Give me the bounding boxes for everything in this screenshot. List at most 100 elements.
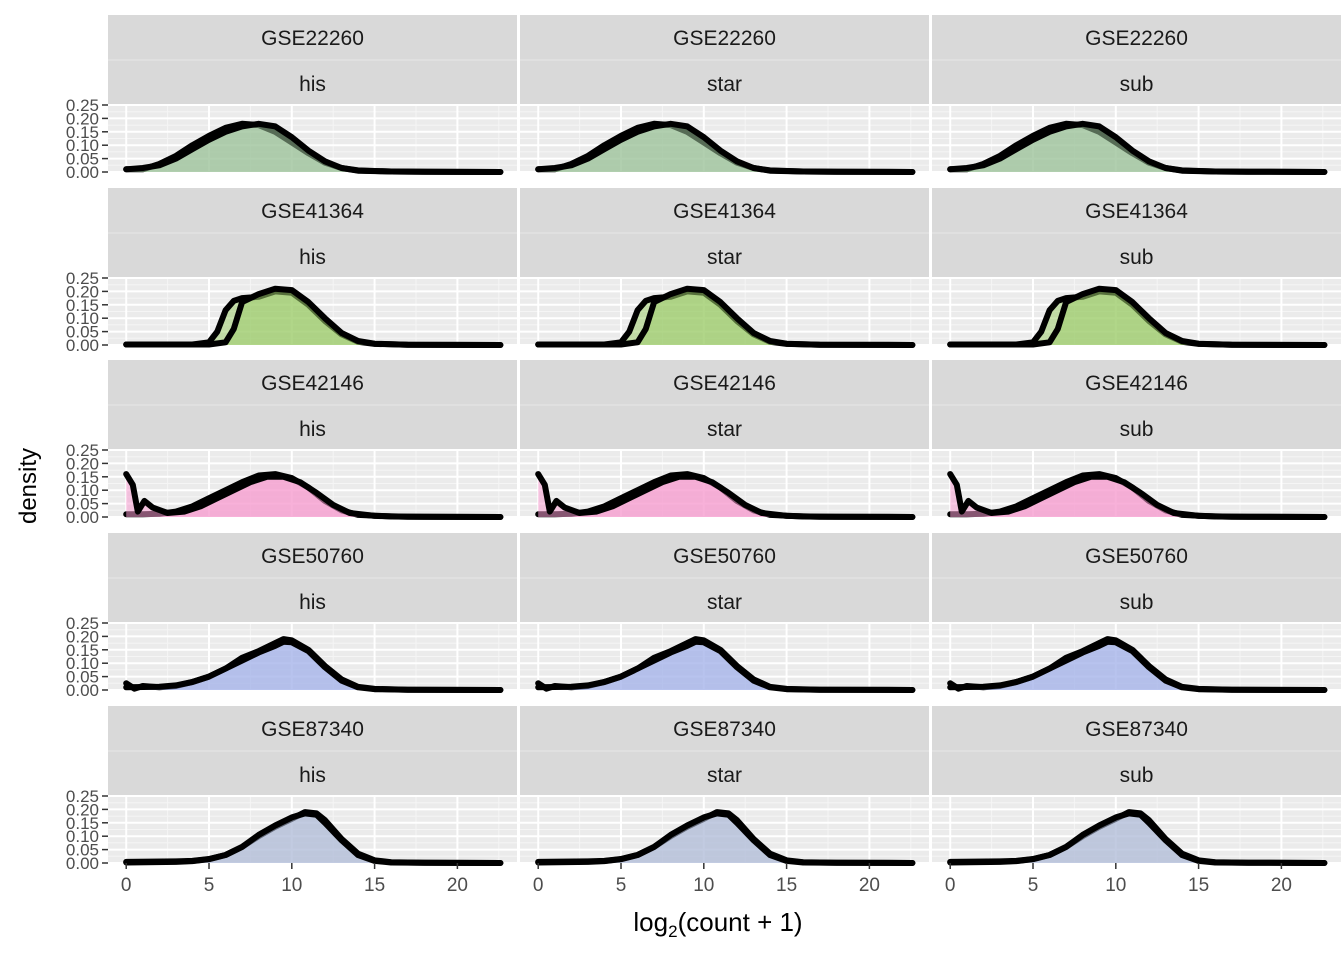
facet-strip-method — [520, 405, 929, 450]
density-area-2 — [126, 288, 501, 345]
facet-GSE22260-his: GSE22260 his 0.000.050.100.150.200.25 — [66, 15, 517, 182]
facet-strip-dataset — [520, 188, 929, 233]
facet-strip-dataset-label: GSE42146 — [1085, 372, 1188, 395]
facet-strip-method — [108, 751, 517, 796]
facet-GSE50760-his: GSE50760 his 0.000.050.100.150.200.25 — [66, 533, 517, 700]
facet-strip-dataset — [108, 533, 517, 578]
x-tick-label: 5 — [1028, 875, 1039, 896]
facet-GSE50760-star: GSE50760 star — [520, 533, 929, 693]
x-axis-label-rest: (count + 1) — [678, 907, 803, 937]
y-tick-label: 0.05 — [66, 495, 99, 514]
facet-strip-dataset — [932, 188, 1341, 233]
density-line-2 — [123, 285, 504, 348]
density-line-2 — [947, 638, 1328, 693]
density-line-2 — [535, 285, 916, 348]
y-axis-label: density — [15, 448, 42, 524]
facet-GSE41364-star: GSE41364 star — [520, 188, 929, 348]
facet-strip-dataset-label: GSE42146 — [261, 372, 364, 395]
x-tick-label: 15 — [1188, 875, 1209, 896]
x-tick-label: 20 — [447, 875, 468, 896]
x-tick-label: 15 — [776, 875, 797, 896]
facet-strip-method-label: sub — [1120, 246, 1154, 269]
x-tick-label: 20 — [859, 875, 880, 896]
facet-strip-method — [932, 751, 1341, 796]
density-area-2 — [126, 641, 501, 690]
facet-strip-dataset — [108, 360, 517, 405]
facet-strip-method-label: sub — [1120, 73, 1154, 96]
y-tick-label: 0.05 — [66, 150, 99, 169]
x-tick-label: 5 — [204, 875, 215, 896]
facet-strip-method-label: star — [707, 418, 742, 441]
y-tick-label: 0.25 — [66, 96, 99, 115]
facet-strip-method-label: his — [299, 73, 326, 96]
density-line-2 — [947, 471, 1328, 520]
facet-strip-dataset — [932, 533, 1341, 578]
facet-GSE22260-sub: GSE22260 sub — [932, 15, 1341, 175]
density-area-2 — [538, 474, 913, 517]
y-tick-label: 0.00 — [66, 508, 99, 527]
facet-strip-method — [520, 578, 929, 623]
facet-GSE41364-sub: GSE41364 sub — [932, 188, 1341, 348]
facet-strip-dataset — [108, 15, 517, 60]
density-line-2 — [535, 810, 916, 866]
facet-strip-method — [108, 60, 517, 105]
facet-strip-method-label: star — [707, 246, 742, 269]
facet-strip-method — [932, 233, 1341, 278]
y-tick-label: 0.15 — [66, 641, 99, 660]
x-axis-label: log2(count + 1) — [633, 907, 802, 941]
facet-strip-method — [932, 405, 1341, 450]
facet-strip-dataset-label: GSE41364 — [1085, 200, 1188, 223]
y-tick-label: 0.10 — [66, 309, 99, 328]
facet-strip-dataset-label: GSE50760 — [1085, 545, 1188, 568]
x-axis-star: 0 5 10 15 20 — [533, 863, 880, 896]
facet-strip-dataset-label: GSE50760 — [261, 545, 364, 568]
facet-strip-method-label: star — [707, 591, 742, 614]
y-tick-label: 0.25 — [66, 269, 99, 288]
density-line-2 — [123, 120, 504, 175]
density-area-2 — [950, 813, 1325, 863]
facet-strip-method-label: his — [299, 418, 326, 441]
x-tick-label: 15 — [364, 875, 385, 896]
facet-GSE87340-sub: GSE87340 sub — [932, 706, 1341, 866]
y-tick-label: 0.05 — [66, 323, 99, 342]
density-area-2 — [126, 813, 501, 863]
facet-strip-dataset — [520, 15, 929, 60]
facet-strip-method-label: his — [299, 246, 326, 269]
facet-strip-method — [108, 233, 517, 278]
density-line-2 — [947, 285, 1328, 348]
facet-GSE41364-his: GSE41364 his 0.000.050.100.150.200.25 — [66, 188, 517, 355]
facet-strip-method-label: sub — [1120, 418, 1154, 441]
x-tick-label: 0 — [533, 875, 544, 896]
y-tick-label: 0.05 — [66, 841, 99, 860]
facet-strip-dataset-label: GSE22260 — [261, 27, 364, 50]
density-line-2 — [535, 638, 916, 693]
y-tick-label: 0.15 — [66, 123, 99, 142]
y-tick-label: 0.15 — [66, 296, 99, 315]
facet-strip-method — [932, 60, 1341, 105]
x-tick-label: 0 — [121, 875, 132, 896]
y-tick-label: 0.25 — [66, 614, 99, 633]
facet-GSE42146-sub: GSE42146 sub — [932, 360, 1341, 520]
facet-strip-dataset — [932, 360, 1341, 405]
facet-strip-dataset — [932, 15, 1341, 60]
facet-strip-dataset-label: GSE41364 — [261, 200, 364, 223]
y-tick-label: 0.20 — [66, 627, 99, 646]
y-tick-label: 0.00 — [66, 854, 99, 873]
density-area-2 — [950, 288, 1325, 345]
y-tick-label: 0.20 — [66, 800, 99, 819]
facet-strip-method — [108, 578, 517, 623]
y-tick-label: 0.20 — [66, 109, 99, 128]
x-tick-label: 5 — [616, 875, 627, 896]
y-tick-label: 0.00 — [66, 681, 99, 700]
facet-strip-method — [520, 60, 929, 105]
facet-GSE87340-his: GSE87340 his 0.000.050.100.150.200.25 — [66, 706, 517, 873]
facet-strip-dataset-label: GSE87340 — [673, 718, 776, 741]
x-axis-sub: 0 5 10 15 20 — [945, 863, 1292, 896]
facet-GSE42146-star: GSE42146 star — [520, 360, 929, 520]
facet-strip-method-label: his — [299, 764, 326, 787]
x-axis-label-log: log — [633, 907, 668, 937]
y-tick-label: 0.15 — [66, 468, 99, 487]
facet-strip-method-label: sub — [1120, 764, 1154, 787]
y-tick-label: 0.20 — [66, 454, 99, 473]
